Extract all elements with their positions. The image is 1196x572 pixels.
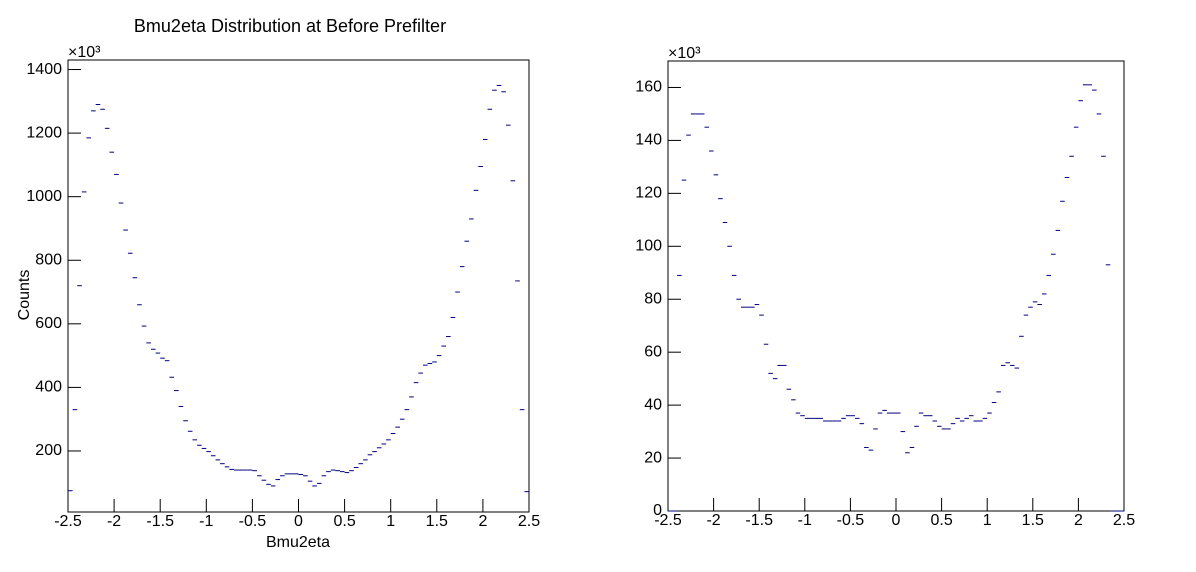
y-tick-label: 800: [35, 251, 62, 268]
y-tick-label: 0: [653, 502, 662, 519]
x-tick-label: 1.5: [426, 513, 448, 530]
x-tick-label: 1: [386, 513, 395, 530]
x-tick-label: -0.5: [239, 513, 267, 530]
x-tick-label: 2.5: [1113, 512, 1135, 529]
axis-multiplier: ×10³: [68, 44, 101, 61]
y-tick-label: 100: [635, 238, 662, 255]
y-tick-label: 20: [644, 449, 662, 466]
x-tick-label: 0.5: [930, 512, 952, 529]
y-tick-label: 80: [644, 290, 662, 307]
x-tick-label: -1: [199, 513, 213, 530]
axis-multiplier: ×10³: [668, 45, 701, 62]
x-tick-label: 0: [892, 512, 901, 529]
x-tick-label: 0: [294, 513, 303, 530]
y-tick-label: 1200: [26, 124, 62, 141]
x-tick-label: -2.5: [54, 513, 82, 530]
x-tick-label: -2: [107, 513, 121, 530]
x-tick-label: -1: [798, 512, 812, 529]
x-tick-label: -1.5: [146, 513, 174, 530]
x-tick-label: 0.5: [333, 513, 355, 530]
plot-frame: [67, 59, 530, 513]
x-tick-label: 2: [1074, 512, 1083, 529]
y-tick-label: 140: [635, 132, 662, 149]
x-tick-label: 2.5: [518, 513, 540, 530]
y-tick-label: 200: [35, 442, 62, 459]
chart-title: Bmu2eta Distribution at Before Prefilter: [134, 16, 446, 36]
x-tick-label: 1.5: [1022, 512, 1044, 529]
x-tick-label: -1.5: [745, 512, 773, 529]
x-tick-label: -2.5: [654, 512, 682, 529]
x-axis-label: Bmu2eta: [266, 534, 330, 551]
x-tick-label: 2: [478, 513, 487, 530]
y-tick-label: 160: [635, 79, 662, 96]
plot-frame: [667, 60, 1125, 512]
x-tick-label: -0.5: [837, 512, 865, 529]
x-tick-label: 1: [983, 512, 992, 529]
y-tick-label: 400: [35, 379, 62, 396]
y-tick-label: 40: [644, 396, 662, 413]
x-tick-label: -2: [706, 512, 720, 529]
y-tick-label: 600: [35, 315, 62, 332]
y-axis-label: Counts: [16, 270, 33, 321]
y-tick-label: 1400: [26, 61, 62, 78]
y-tick-label: 120: [635, 185, 662, 202]
y-tick-label: 1000: [26, 188, 62, 205]
y-tick-label: 60: [644, 343, 662, 360]
